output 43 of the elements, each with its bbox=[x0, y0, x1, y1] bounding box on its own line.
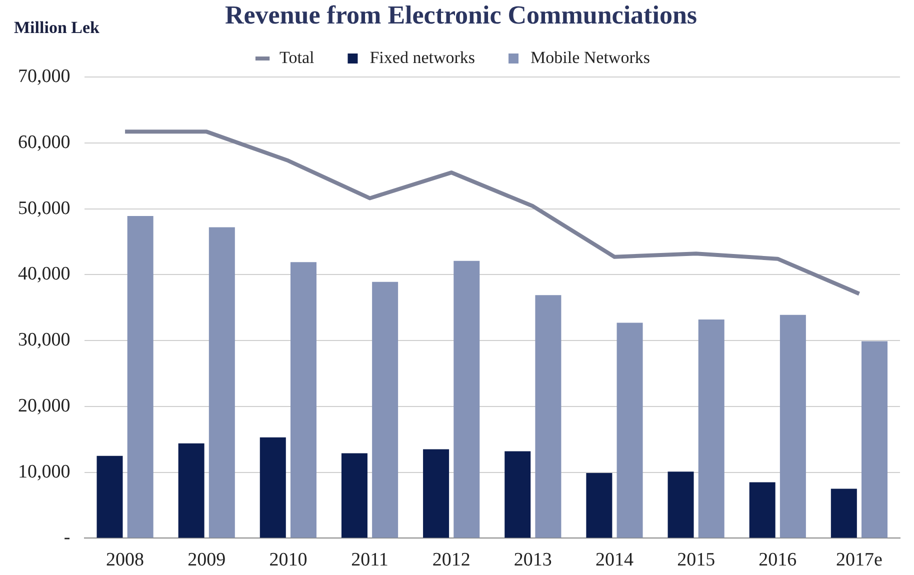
bar bbox=[454, 260, 480, 538]
y-tick-label: 60,000 bbox=[18, 132, 70, 153]
bar bbox=[127, 216, 154, 538]
y-tick-label: 30,000 bbox=[18, 330, 70, 351]
x-tick-label: 2016 bbox=[758, 550, 797, 571]
x-tick-label: 2010 bbox=[269, 550, 308, 571]
x-tick-label: 2009 bbox=[188, 550, 226, 571]
y-tick-label: 40,000 bbox=[18, 264, 70, 285]
bar bbox=[341, 453, 368, 538]
y-axis-title: Million Lek bbox=[14, 18, 100, 37]
legend-label: Fixed networks bbox=[370, 48, 476, 67]
bar bbox=[586, 472, 612, 538]
bar bbox=[780, 314, 806, 538]
legend-label: Total bbox=[280, 48, 314, 67]
y-tick-label: 70,000 bbox=[18, 66, 70, 87]
x-tick-label: 2014 bbox=[595, 550, 634, 571]
bar bbox=[96, 456, 123, 538]
bar bbox=[178, 443, 204, 538]
legend-label: Mobile Networks bbox=[530, 48, 650, 67]
y-tick-label: 20,000 bbox=[18, 395, 70, 416]
bar bbox=[749, 482, 776, 538]
bar bbox=[830, 488, 857, 538]
x-tick-label: 2008 bbox=[106, 550, 144, 571]
bar bbox=[698, 319, 724, 538]
bar bbox=[535, 295, 562, 538]
y-tick-label: 10,000 bbox=[18, 461, 70, 482]
bar bbox=[862, 341, 888, 538]
x-tick-label: 2017e bbox=[836, 550, 882, 571]
chart-title: Revenue from Electronic Communciations bbox=[224, 0, 698, 30]
x-tick-label: 2015 bbox=[677, 550, 716, 571]
x-tick-label: 2013 bbox=[514, 550, 552, 571]
y-tick-label: - bbox=[64, 527, 70, 548]
bar bbox=[290, 262, 316, 538]
x-tick-label: 2011 bbox=[351, 550, 388, 571]
bar bbox=[504, 451, 531, 538]
x-tick-label: 2012 bbox=[432, 550, 470, 571]
bar bbox=[616, 322, 643, 538]
y-tick-label: 50,000 bbox=[18, 198, 70, 219]
bar bbox=[372, 282, 398, 538]
bar bbox=[260, 437, 286, 538]
bar bbox=[208, 227, 235, 538]
bar bbox=[668, 472, 694, 538]
bar bbox=[423, 449, 450, 538]
